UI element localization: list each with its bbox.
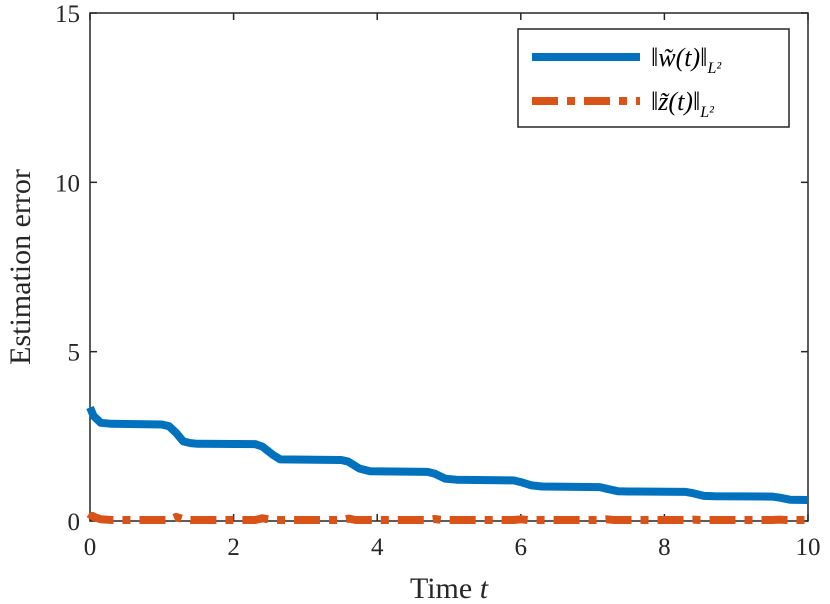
x-tick-label: 4	[371, 534, 384, 561]
x-tick-label: 6	[515, 534, 528, 561]
y-axis-label: Estimation error	[4, 169, 37, 365]
x-tick-label: 8	[658, 534, 671, 561]
legend-label-z: ‖z̃(t)‖L²	[651, 87, 715, 121]
x-ticks: 0 2 4 6 8 10	[84, 13, 821, 561]
legend: ‖w̃(t)‖L² ‖z̃(t)‖L²	[517, 28, 790, 128]
x-tick-label: 2	[227, 534, 240, 561]
y-tick-label: 10	[55, 170, 80, 197]
legend-label-w: ‖w̃(t)‖L²	[651, 43, 722, 77]
series-line-w	[86, 405, 809, 504]
y-tick-label: 5	[68, 340, 81, 367]
x-tick-label: 0	[84, 534, 97, 561]
x-axis-label: Time t	[410, 572, 489, 604]
series-layer	[86, 405, 809, 524]
x-tick-label: 10	[796, 534, 821, 561]
legend-box	[517, 28, 790, 128]
y-tick-label: 0	[68, 509, 81, 536]
y-tick-label: 15	[55, 1, 80, 28]
